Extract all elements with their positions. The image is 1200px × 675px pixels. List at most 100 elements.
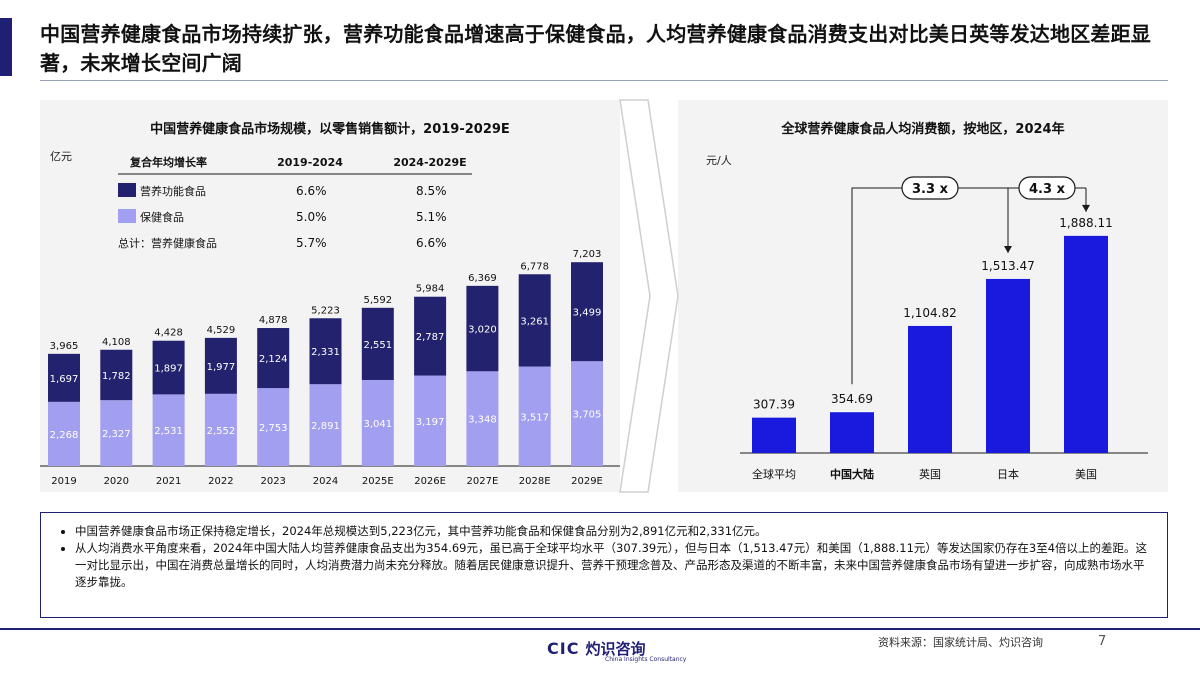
bar-label-health-food: 2,891 xyxy=(311,421,340,432)
cagr-row-label-0: 营养功能食品 xyxy=(140,184,206,198)
bar-nutrition-food xyxy=(466,285,499,372)
bar-per-capita xyxy=(830,412,874,453)
multiplier-pill xyxy=(1018,176,1076,200)
bar-label-nutrition-food: 2,124 xyxy=(259,354,288,365)
x-tick-label: 2028E xyxy=(519,476,551,487)
bar-total-label: 4,529 xyxy=(207,325,236,336)
x-tick-label: 2026E xyxy=(414,476,446,487)
note-item-2: 从人均消费水平角度来看，2024年中国大陆人均营养健康食品支出为354.69元，… xyxy=(75,540,1153,591)
cagr-header: 复合年均增长率 xyxy=(129,155,207,169)
multiplier-label: 4.3 x xyxy=(1029,182,1066,197)
bar-value-label: 1,888.11 xyxy=(1059,216,1112,230)
bar-value-label: 1,104.82 xyxy=(903,306,956,320)
x-tick-label: 英国 xyxy=(919,467,941,481)
legend-swatch-1 xyxy=(118,209,136,223)
bar-total-label: 4,108 xyxy=(102,337,131,348)
bar-health-food xyxy=(48,401,80,466)
bar-nutrition-food xyxy=(100,349,133,401)
bracket-line xyxy=(851,187,1086,385)
accent-bar xyxy=(0,18,12,76)
arrowhead-icon xyxy=(1082,204,1090,212)
bar-health-food xyxy=(309,384,342,466)
bar-total-label: 5,223 xyxy=(311,305,340,316)
cagr-period-1: 2024-2029E xyxy=(393,156,466,169)
x-tick-label: 中国大陆 xyxy=(830,467,874,481)
bar-value-label: 307.39 xyxy=(753,398,795,412)
bar-health-food xyxy=(100,400,133,466)
bar-label-health-food: 3,197 xyxy=(416,417,445,428)
cagr-value-1-1: 5.1% xyxy=(416,210,447,224)
bar-total-label: 4,878 xyxy=(259,315,288,326)
bar-label-health-food: 3,517 xyxy=(520,412,549,423)
cagr-row-label-2: 总计：营养健康食品 xyxy=(118,236,217,250)
bar-label-health-food: 3,348 xyxy=(468,415,497,426)
bar-nutrition-food xyxy=(257,328,290,389)
footer-divider xyxy=(0,628,1200,630)
x-tick-label: 2020 xyxy=(104,476,129,487)
multiplier-pill xyxy=(901,176,959,200)
bar-label-nutrition-food: 2,551 xyxy=(363,340,392,351)
bar-label-health-food: 2,531 xyxy=(154,426,183,437)
cic-logo: CIC 灼识咨询 China Insights Consultancy xyxy=(547,638,686,663)
bar-nutrition-food xyxy=(414,296,447,376)
bar-label-nutrition-food: 3,261 xyxy=(520,316,549,327)
bar-nutrition-food xyxy=(204,337,237,394)
cagr-value-2-0: 5.7% xyxy=(296,236,327,250)
bar-total-label: 3,965 xyxy=(50,341,79,352)
x-tick-label: 2029E xyxy=(571,476,603,487)
bar-label-health-food: 2,268 xyxy=(50,430,79,441)
cagr-value-0-0: 6.6% xyxy=(296,184,327,198)
note-item-1: 中国营养健康食品市场正保持稳定增长，2024年总规模达到5,223亿元，其中营养… xyxy=(75,523,1153,540)
bar-health-food xyxy=(518,366,551,466)
bar-health-food xyxy=(466,371,499,466)
bar-label-nutrition-food: 2,331 xyxy=(311,347,340,358)
bar-per-capita xyxy=(986,278,1030,453)
logo-name: 灼识咨询 xyxy=(585,640,646,658)
cagr-value-2-1: 6.6% xyxy=(416,236,447,250)
source-note: 资料来源：国家统计局、灼识咨询 xyxy=(878,636,1043,649)
cagr-period-0: 2019-2024 xyxy=(277,156,343,169)
x-tick-label: 2022 xyxy=(208,476,233,487)
x-tick-label: 2024 xyxy=(313,476,338,487)
right-chart-title: 全球营养健康食品人均消费额，按地区，2024年 xyxy=(781,122,1065,137)
bar-label-nutrition-food: 1,697 xyxy=(50,374,79,385)
bar-label-health-food: 3,705 xyxy=(573,410,602,421)
x-tick-label: 2027E xyxy=(467,476,499,487)
cagr-value-1-0: 5.0% xyxy=(296,210,327,224)
bar-nutrition-food xyxy=(309,318,342,385)
arrowhead-icon xyxy=(1004,245,1012,253)
chevron-arrow-icon xyxy=(619,99,679,493)
bar-value-label: 354.69 xyxy=(831,392,873,406)
bar-label-health-food: 2,552 xyxy=(207,426,236,437)
bar-health-food xyxy=(152,394,185,466)
bar-label-nutrition-food: 2,787 xyxy=(416,332,445,343)
bar-label-nutrition-food: 3,499 xyxy=(573,308,602,319)
bar-value-label: 1,513.47 xyxy=(981,259,1034,273)
bar-nutrition-food xyxy=(152,340,185,395)
x-tick-label: 美国 xyxy=(1075,468,1097,481)
bar-label-nutrition-food: 1,897 xyxy=(154,364,183,375)
bar-total-label: 4,428 xyxy=(154,328,183,339)
cagr-value-0-1: 8.5% xyxy=(416,184,447,198)
bar-health-food xyxy=(361,379,394,466)
legend-swatch-0 xyxy=(118,183,136,197)
page-number: 7 xyxy=(1098,634,1107,649)
bar-total-label: 7,203 xyxy=(573,249,602,260)
bar-total-label: 5,592 xyxy=(363,295,392,306)
bar-total-label: 5,984 xyxy=(416,284,445,295)
bar-per-capita xyxy=(752,417,796,453)
x-tick-label: 全球平均 xyxy=(752,467,796,481)
right-y-unit: 元/人 xyxy=(706,154,732,167)
bar-nutrition-food xyxy=(571,262,603,362)
bar-per-capita xyxy=(908,325,952,453)
bar-label-health-food: 3,041 xyxy=(363,419,392,430)
bar-label-nutrition-food: 3,020 xyxy=(468,325,497,336)
x-tick-label: 2019 xyxy=(51,476,76,487)
bar-total-label: 6,369 xyxy=(468,273,497,284)
x-tick-label: 日本 xyxy=(997,467,1019,481)
left-y-unit: 亿元 xyxy=(50,150,72,163)
bar-nutrition-food xyxy=(361,307,394,380)
bar-total-label: 6,778 xyxy=(520,261,549,272)
x-tick-label: 2021 xyxy=(156,476,181,487)
